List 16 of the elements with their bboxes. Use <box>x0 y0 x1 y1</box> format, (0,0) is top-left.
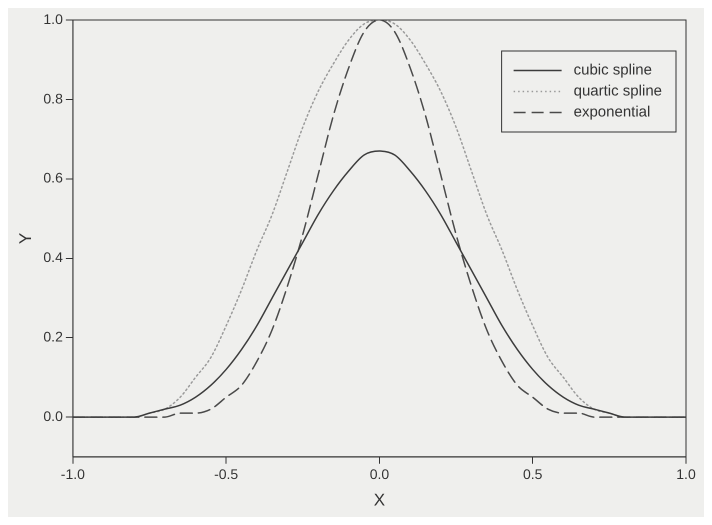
y-tick-label: 1.0 <box>43 10 64 27</box>
y-tick-label: 0.2 <box>43 328 64 345</box>
legend-label: quartic spline <box>574 82 662 100</box>
legend-label: cubic spline <box>574 62 652 79</box>
x-tick-label: 0.5 <box>522 466 543 482</box>
legend-label: exponential <box>574 104 650 121</box>
y-tick-label: 0.6 <box>43 170 64 186</box>
x-tick-label: 0.0 <box>370 466 390 482</box>
x-tick-label: 1.0 <box>676 466 696 482</box>
y-tick-label: 0.8 <box>43 90 64 106</box>
x-axis-title: X <box>374 490 386 510</box>
y-axis-title: Y <box>16 232 35 244</box>
x-tick-label: -1.0 <box>60 466 86 482</box>
y-tick-label: 0.4 <box>43 249 64 266</box>
y-tick-label: 0.0 <box>43 408 64 424</box>
x-tick-label: -0.5 <box>214 466 238 482</box>
